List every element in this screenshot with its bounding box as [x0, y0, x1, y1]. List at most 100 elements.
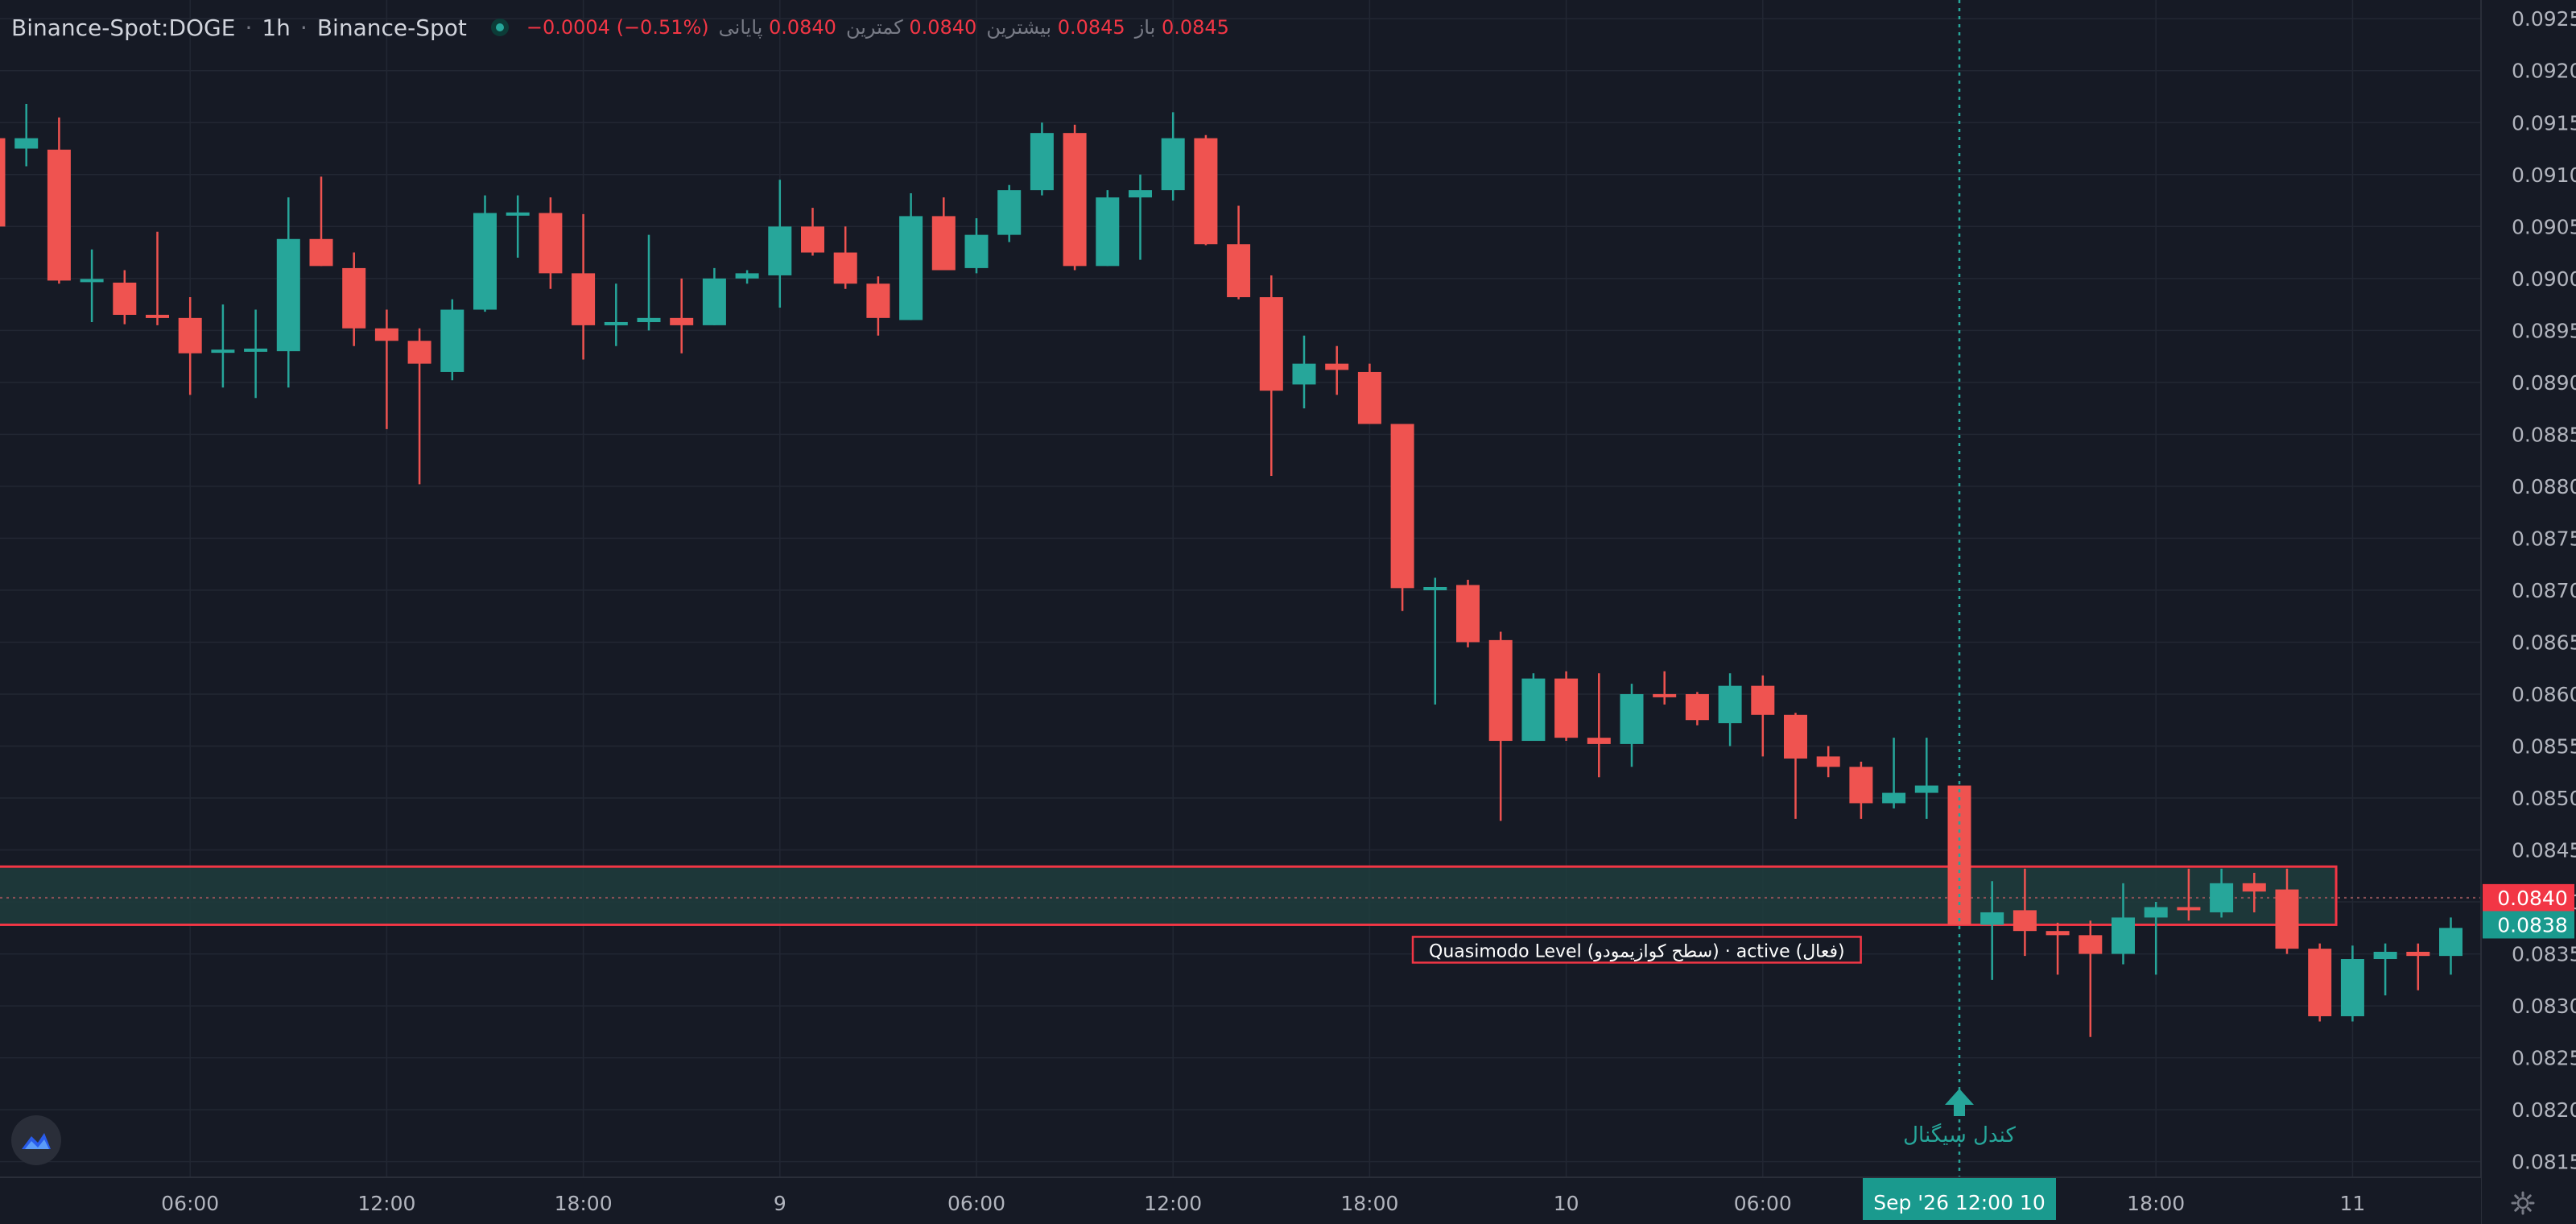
candle-body	[1357, 371, 1381, 424]
candle-body	[80, 279, 104, 283]
price-axis[interactable]: 0.0815 0.0820 0.0825 0.0830 0.0835 0.0840 0.08…	[2480, 0, 2576, 1224]
candle-body	[113, 282, 137, 315]
candle-body	[506, 212, 530, 216]
high-label: بیشترین	[986, 16, 1052, 39]
price-tick-label: 0.0845	[2512, 839, 2576, 862]
price-tick-label: 0.0900	[2512, 267, 2576, 291]
time-tick-label: 9	[774, 1192, 786, 1215]
candle-body	[997, 190, 1022, 235]
last-price-box	[2483, 883, 2574, 912]
candle-body	[2112, 917, 2135, 954]
close-label: پایانی	[718, 16, 763, 39]
candle-body	[342, 267, 366, 329]
candle-body	[473, 213, 497, 310]
candle-body	[2340, 959, 2364, 1016]
price-tick-label: 0.0890	[2512, 371, 2576, 395]
candle-body	[866, 283, 890, 318]
price-axis-bg	[2481, 0, 2576, 1224]
price-tick-label: 0.0850	[2512, 787, 2576, 810]
candle-body	[1194, 138, 1218, 245]
candle-body	[1849, 767, 1873, 804]
open-value: 0.0845	[1161, 16, 1229, 39]
symbol-name[interactable]: Binance-Spot:DOGE	[11, 14, 236, 41]
logo-icon[interactable]	[11, 1115, 61, 1165]
candle-body	[1980, 912, 2004, 925]
candle-body	[1227, 244, 1251, 298]
price-tick-label: 0.0915	[2512, 111, 2576, 134]
candle-body	[2373, 951, 2397, 960]
candle-body	[1423, 587, 1447, 590]
time-axis-bg	[0, 1177, 2481, 1224]
interval-label[interactable]: 1h	[262, 14, 291, 41]
candle-body	[1030, 133, 1054, 191]
candle-body	[1882, 792, 1906, 804]
price-tick-label: 0.0825	[2512, 1047, 2576, 1070]
candle-body	[1685, 693, 1709, 721]
candle-body	[14, 138, 39, 149]
candle-body	[833, 252, 857, 284]
time-tick-label: 06:00	[1734, 1192, 1792, 1215]
price-tick-label: 0.0835	[2512, 943, 2576, 966]
time-tick-label: 12:00	[357, 1192, 415, 1215]
candle-body	[1554, 678, 1579, 738]
candle-body	[1390, 424, 1414, 589]
quasimodo-zone: Quasimodo Level (سطح کوازیمودو) · active…	[0, 865, 2481, 964]
candle-body	[374, 328, 398, 341]
price-tick-label: 0.0815	[2512, 1151, 2576, 1174]
time-tick-label: 18:00	[555, 1192, 613, 1215]
candle-body	[1751, 685, 1775, 715]
candle-body	[572, 273, 596, 325]
price-tick-label: 0.0875	[2512, 527, 2576, 550]
time-tick-label: 11	[2339, 1192, 2365, 1215]
candle-body	[1488, 639, 1513, 742]
candle-body	[735, 273, 759, 279]
candle-body	[2275, 889, 2299, 949]
candle-body	[899, 216, 923, 320]
close-value: 0.0840	[768, 16, 836, 39]
candle-body	[2210, 883, 2234, 912]
time-axis[interactable]: 806:0012:0018:00906:0012:0018:001006:001…	[0, 1176, 2481, 1224]
time-tick-label: 12:00	[1144, 1192, 1202, 1215]
time-tick-label: 18:00	[1340, 1192, 1398, 1215]
candle-body	[1620, 693, 1644, 744]
crosshair-time-label: Sep '26 12:00 10	[1873, 1191, 2046, 1214]
candle-body	[211, 349, 235, 354]
candle-body	[604, 321, 628, 325]
candle-body	[637, 317, 661, 323]
candle-body	[1259, 297, 1283, 391]
candle-body	[1816, 756, 1840, 767]
candle-body	[1587, 738, 1611, 744]
candle-body	[2144, 907, 2168, 918]
candle-body	[309, 238, 333, 267]
price-tick-label: 0.0880	[2512, 475, 2576, 498]
low-label: کمترین	[845, 16, 903, 39]
candle-body	[1096, 197, 1120, 267]
signal-arrow-icon	[1945, 1089, 1974, 1116]
candle-body	[244, 348, 268, 352]
candle-body	[0, 138, 6, 227]
zone-price-box	[2483, 911, 2574, 939]
time-tick-label: 06:00	[947, 1192, 1005, 1215]
price-tick-label: 0.0855	[2512, 734, 2576, 758]
price-tick-label: 0.0860	[2512, 683, 2576, 706]
ohlc-values: باز 0.0845 بیشترین 0.0845 کمترین 0.0840 …	[526, 16, 1229, 39]
change-value: −0.0004 (−0.51%)	[526, 16, 709, 39]
settings-gear-icon[interactable]	[2510, 1190, 2536, 1216]
candle-body	[2046, 931, 2070, 936]
price-tick-label: 0.0865	[2512, 631, 2576, 654]
zone-box	[0, 865, 2338, 926]
candle-body	[1914, 785, 1938, 793]
candle-body	[1521, 678, 1546, 742]
candle-body	[1161, 138, 1185, 191]
candle-body	[178, 317, 202, 354]
price-tick-label: 0.0885	[2512, 423, 2576, 446]
exchange-label: Binance-Spot	[316, 14, 467, 41]
candle-body	[1456, 585, 1480, 643]
candle-body	[146, 314, 169, 318]
candle-body	[440, 309, 464, 372]
price-tick-label: 0.0820	[2512, 1098, 2576, 1122]
candle-body	[276, 238, 300, 352]
price-tick-label: 0.0910	[2512, 163, 2576, 187]
candle-body	[768, 226, 792, 275]
